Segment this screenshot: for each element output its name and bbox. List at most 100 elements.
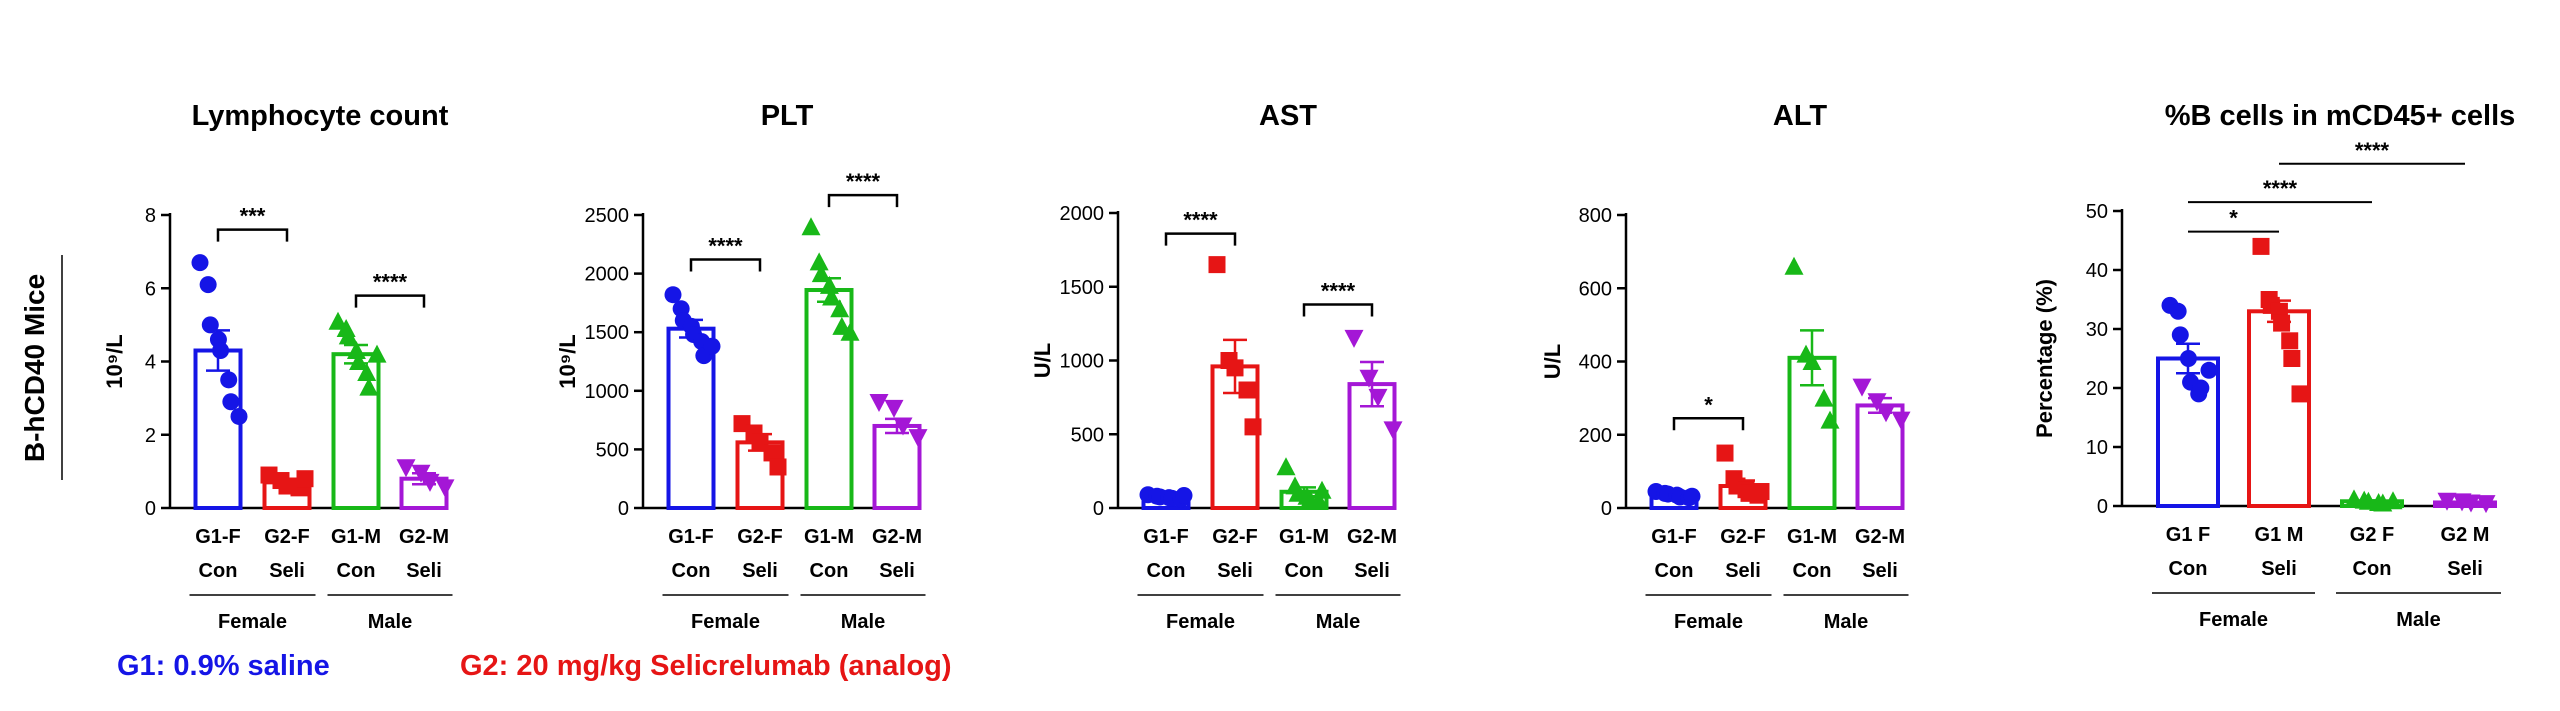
y-tick-label: 10 [2086, 437, 2108, 459]
bar-group [1647, 483, 1701, 510]
data-point [411, 464, 431, 483]
legend-g2: G2: 20 mg/kg Selicrelumab (analog) [460, 650, 952, 682]
x-tick-label: G1-M [1279, 526, 1329, 548]
x-sub-label: Con [199, 560, 238, 582]
x-sub-label: Seli [269, 560, 305, 582]
y-tick-label: 2 [145, 425, 156, 447]
data-point [1238, 381, 1256, 399]
significance-bracket [216, 228, 289, 242]
data-point [1876, 404, 1896, 423]
data-point [1309, 491, 1329, 510]
y-tick-label: 1000 [1060, 351, 1105, 373]
chart-title: %B cells in mCD45+ cells [2165, 100, 2516, 132]
chart-panel: %B cells in mCD45+ cells Percentage (%) 0 1… [2032, 100, 2515, 631]
data-point [801, 217, 821, 236]
data-point [1802, 352, 1822, 370]
data-point [1244, 418, 1262, 436]
bar [872, 423, 922, 510]
data-point [201, 316, 219, 334]
x-tick-label: G1 F [2166, 524, 2210, 546]
data-point [349, 352, 369, 370]
chart-panel: ALT U/L 0 200 400 600 800 G1-F Con G2-F Seli G1-M Co… [1540, 100, 1911, 633]
data-point [1368, 388, 1388, 407]
y-axis-label: U/L [1540, 344, 1565, 379]
y-tick-label: 0 [2097, 496, 2108, 518]
bar-group [1276, 457, 1332, 510]
group-label: Male [1316, 611, 1360, 633]
x-tick-label: G1-M [331, 526, 381, 548]
data-point [346, 341, 366, 360]
data-point [191, 254, 209, 272]
group-label: Female [1166, 611, 1235, 633]
x-tick-label: G2-M [1855, 526, 1905, 548]
x-sub-label: Con [1793, 560, 1832, 582]
x-tick-label: G2-M [1347, 526, 1397, 548]
significance-label: **** [2263, 176, 2298, 201]
data-point [1784, 256, 1804, 275]
data-point [359, 377, 379, 396]
data-point [1175, 486, 1193, 504]
chart-title: PLT [761, 100, 814, 132]
y-axis-label: U/L [1030, 343, 1055, 378]
x-sub-label: Seli [742, 560, 778, 582]
data-point [2461, 494, 2481, 513]
x-tick-label: G2-F [737, 526, 783, 548]
data-point [1867, 393, 1887, 412]
x-sub-label: Seli [2447, 558, 2483, 580]
y-tick-label: 2000 [585, 264, 630, 286]
data-point [908, 429, 928, 448]
group-label: Female [1674, 611, 1743, 633]
y-axis-label: Percentage (%) [2032, 279, 2057, 438]
bar-group [664, 286, 721, 510]
side-label-group: B-hCD40 Mice [19, 255, 63, 480]
data-point [2179, 350, 2197, 367]
x-tick-label: G2-M [872, 526, 922, 548]
data-point [1383, 421, 1403, 440]
y-axis-label: 10⁹/L [555, 334, 580, 388]
data-point [664, 286, 682, 304]
data-point [2437, 492, 2457, 511]
group-label: Female [2199, 609, 2268, 631]
significance-bracket [1672, 417, 1745, 431]
chart-panel: PLT 10⁹/L 0 500 1000 1500 2000 2500 G1-F Con G2-F S… [555, 100, 928, 633]
legend-g1: G1: 0.9% saline [117, 650, 330, 682]
x-tick-label: G2 M [2441, 524, 2490, 546]
x-tick-label: G2-F [1720, 526, 1766, 548]
bar-group [869, 394, 928, 510]
significance-bracket [1164, 232, 1237, 246]
significance-bracket [354, 294, 426, 308]
data-point [2283, 350, 2301, 367]
data-point [220, 371, 238, 389]
data-point [1820, 410, 1840, 429]
data-point [296, 470, 314, 488]
x-sub-label: Con [1285, 560, 1324, 582]
x-sub-label: Seli [2261, 558, 2297, 580]
data-point [830, 299, 850, 318]
significance-label: **** [1321, 278, 1356, 303]
data-point [396, 459, 416, 478]
data-point [811, 264, 831, 283]
bar-group [396, 459, 455, 511]
data-point [703, 337, 721, 355]
x-tick-label: G1-F [1143, 526, 1189, 548]
y-tick-label: 50 [2086, 201, 2108, 223]
data-point [1226, 359, 1244, 377]
x-sub-label: Seli [1354, 560, 1390, 582]
y-axis-label: 10⁹/L [102, 334, 127, 388]
x-tick-label: G2-F [1212, 526, 1258, 548]
data-point [840, 322, 860, 341]
chart-title: AST [1259, 100, 1317, 132]
chart-panel: Lymphocyte count 10⁹/L 0 2 4 6 8 G1-F Con G2-F Sel… [102, 100, 455, 633]
x-sub-label: Con [337, 560, 376, 582]
bar-group [1208, 256, 1262, 510]
data-point [435, 479, 455, 498]
data-point [2273, 314, 2291, 332]
data-point [338, 326, 358, 345]
significance-label: **** [846, 169, 881, 194]
data-point [2192, 379, 2210, 397]
group-label: Male [368, 611, 412, 633]
chart-title: ALT [1773, 100, 1828, 132]
significance-bracket [1302, 303, 1374, 317]
data-point [1752, 483, 1770, 501]
